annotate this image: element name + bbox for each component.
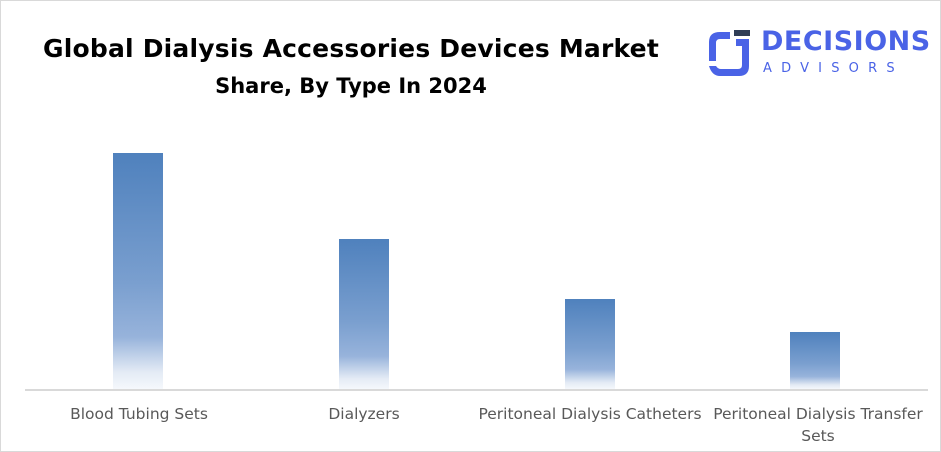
logo-mark-icon [709,30,750,76]
bar-peritoneal-dialysis-transfer-sets [790,332,840,389]
x-tick-label-pd-catheters: Peritoneal Dialysis Catheters [478,405,702,423]
chart-title-line2: Share, By Type In 2024 [215,74,487,98]
chart-title-line1: Global Dialysis Accessories Devices Mark… [43,34,659,63]
logo-wordmark: DECISIONS [761,26,931,57]
bar-dialyzers [339,239,389,389]
bar-blood-tubing-sets [113,153,163,389]
x-tick-label-blood-tubing-sets: Blood Tubing Sets [70,405,208,423]
decisions-advisors-logo: DECISIONS ADVISORS [706,26,930,81]
x-tick-label-pd-transfer-sets: Peritoneal Dialysis Transfer Sets [713,405,923,445]
x-axis-line [25,389,928,391]
logo-subtitle: ADVISORS [763,61,904,76]
x-tick-label-dialyzers: Dialyzers [328,405,400,423]
bar-peritoneal-dialysis-catheters [565,299,615,389]
